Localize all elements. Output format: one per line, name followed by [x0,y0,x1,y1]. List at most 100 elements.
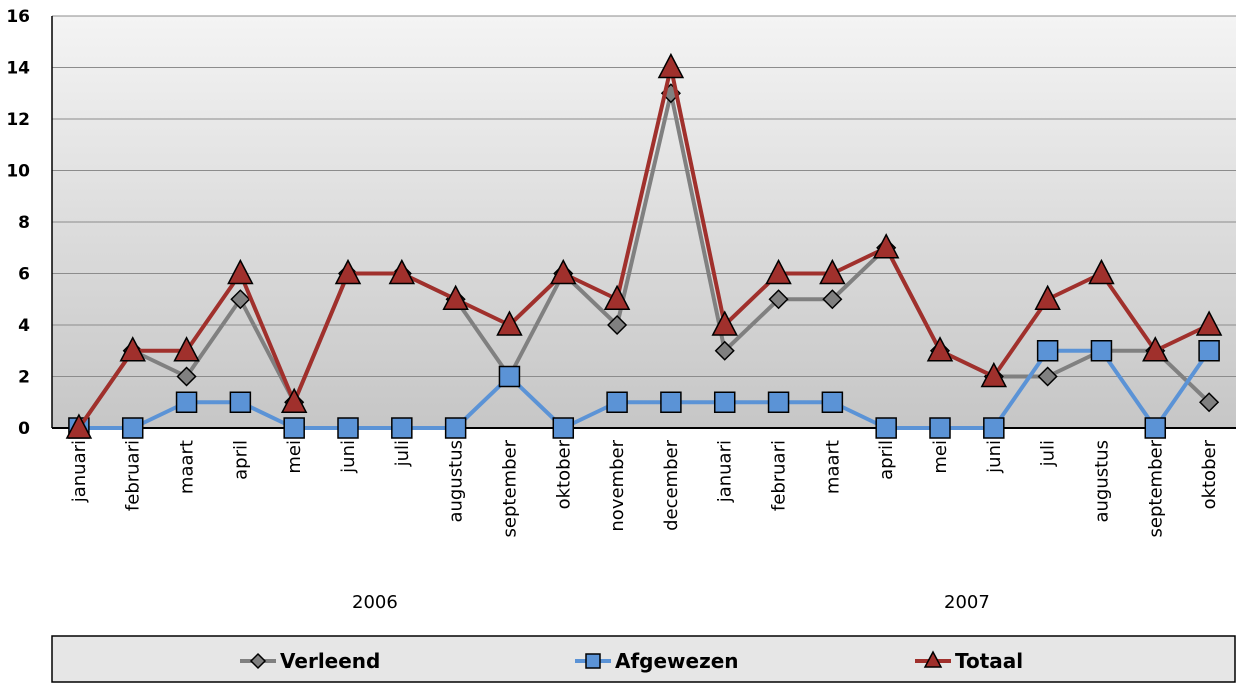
x-tick-label: mei [284,440,305,474]
x-tick-label: juni [984,440,1005,474]
data-point-square [983,417,1005,439]
data-point-diamond [230,289,251,310]
data-point-triangle [334,258,362,285]
x-axis-ticks: januari februari maart april mei juni juli augu… [69,439,1220,537]
x-tick-label: januari [715,440,736,503]
year-label: 2006 [352,592,398,613]
legend-marker [249,652,267,670]
gridlines [51,15,1236,429]
x-tick-label: september [1145,439,1166,537]
y-tick-label: 6 [18,265,30,285]
series-line [77,91,1211,430]
data-point-square [391,417,413,439]
x-tick-label: oktober [1199,439,1220,509]
series-line [78,348,1211,430]
data-point-square [552,417,575,439]
data-point-square [1036,340,1059,362]
data-point-triangle [442,284,469,310]
series-group [65,52,1223,439]
data-point-triangle [819,258,846,285]
x-tick-label: april [876,440,897,480]
data-point-diamond [1199,392,1220,413]
x-tick-label: november [607,439,628,531]
x-tick-label: augustus [446,440,467,523]
data-point-triangle [119,336,146,362]
series-totaal [65,52,1223,439]
legend-item-verleend: Verleend [240,649,380,673]
data-point-square [713,391,736,413]
x-tick-label: juli [392,440,413,467]
legend-label: Verleend [280,649,380,673]
data-point-triangle [711,310,738,336]
data-point-triangle [227,258,254,285]
data-point-square [929,417,951,439]
data-point-square [121,417,144,439]
data-point-square [767,391,790,413]
data-point-square [498,365,521,388]
data-point-triangle [1195,310,1223,336]
data-point-triangle [550,258,577,285]
y-tick-label: 8 [18,213,30,233]
data-point-triangle [872,233,900,259]
x-tick-label: februari [769,440,790,511]
x-tick-label: maart [822,440,843,494]
data-point-triangle [765,258,792,285]
data-point-square [821,391,844,413]
data-point-square [660,391,682,413]
data-point-diamond [176,366,197,387]
x-tick-label: mei [930,440,951,474]
legend-item-totaal: Totaal [915,649,1023,673]
x-tick-label: april [230,440,251,480]
y-tick-label: 14 [6,59,30,79]
data-point-square [337,417,359,439]
legend-label: Totaal [955,649,1023,673]
year-labels: 2006 2007 [352,592,990,613]
legend-label: Afgewezen [615,649,739,673]
data-point-square [229,391,252,413]
data-point-triangle [280,387,308,413]
y-tick-label: 10 [6,162,30,182]
data-point-square [1144,417,1167,439]
data-point-triangle [388,258,416,285]
data-point-diamond [768,289,789,310]
data-point-diamond [822,289,843,310]
legend: Verleend Afgewezen Totaal [51,635,1236,683]
x-tick-label: augustus [1091,440,1112,523]
data-point-triangle [603,284,631,310]
data-point-triangle [926,336,954,362]
data-point-triangle [1034,284,1061,310]
data-point-diamond [607,314,628,336]
x-tick-label: februari [123,440,144,511]
x-tick-label: juli [1038,440,1059,467]
y-tick-label: 2 [18,368,30,388]
legend-marker [585,653,601,669]
data-point-diamond [714,340,735,361]
data-point-square [283,417,305,439]
y-tick-label: 12 [6,110,30,130]
x-tick-label: juni [338,440,359,474]
data-point-triangle [65,413,93,439]
y-tick-label: 16 [6,7,30,27]
y-tick-label: 0 [18,419,30,439]
legend-marker [923,650,943,668]
x-tick-label: september [499,439,520,537]
x-tick-label: maart [177,440,198,494]
x-tick-label: december [661,439,682,531]
data-point-triangle [980,361,1008,388]
y-tick-label: 4 [18,316,30,336]
data-point-square [606,391,628,413]
series-line [77,65,1210,430]
data-point-triangle [1088,258,1115,285]
data-point-square [1198,340,1220,362]
data-point-triangle [657,52,685,79]
y-axis-ticks: 0 2 4 6 8 10 12 14 16 [6,7,30,439]
data-point-triangle [173,336,200,362]
year-label: 2007 [944,592,990,613]
data-point-diamond [1037,366,1058,387]
legend-item-afgewezen: Afgewezen [575,649,739,673]
data-point-triangle [1142,336,1169,362]
data-point-square [875,417,897,439]
x-tick-label: oktober [553,439,574,509]
x-tick-label: januari [69,440,90,503]
